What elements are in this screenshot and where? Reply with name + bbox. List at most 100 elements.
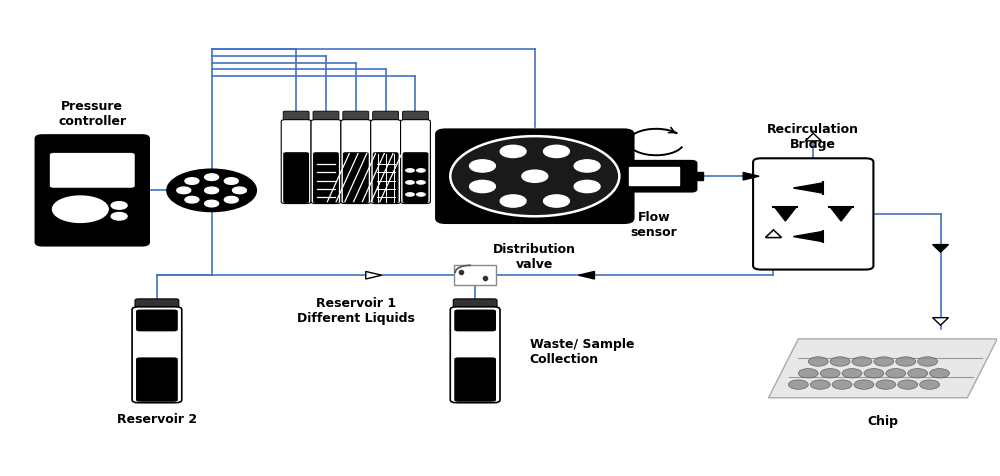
Circle shape <box>500 146 526 158</box>
FancyBboxPatch shape <box>403 112 428 123</box>
FancyBboxPatch shape <box>341 120 371 204</box>
Circle shape <box>111 202 127 210</box>
Polygon shape <box>830 208 852 221</box>
Polygon shape <box>743 173 759 180</box>
FancyBboxPatch shape <box>403 153 428 204</box>
Circle shape <box>864 369 884 378</box>
Circle shape <box>788 380 808 389</box>
Text: Pressure
controller: Pressure controller <box>58 99 126 128</box>
FancyBboxPatch shape <box>753 159 873 270</box>
Polygon shape <box>933 318 948 326</box>
Circle shape <box>224 197 238 204</box>
Circle shape <box>544 146 569 158</box>
Circle shape <box>854 380 874 389</box>
Circle shape <box>852 357 872 367</box>
FancyBboxPatch shape <box>283 112 309 123</box>
Circle shape <box>177 188 191 194</box>
Circle shape <box>908 369 928 378</box>
Circle shape <box>205 188 219 194</box>
Bar <box>602 173 620 180</box>
Polygon shape <box>769 339 997 398</box>
Circle shape <box>898 380 918 389</box>
Circle shape <box>842 369 862 378</box>
Circle shape <box>874 357 894 367</box>
Circle shape <box>405 181 415 186</box>
FancyBboxPatch shape <box>371 120 401 204</box>
Circle shape <box>830 357 850 367</box>
Text: Distribution
valve: Distribution valve <box>493 243 576 271</box>
Circle shape <box>920 380 940 389</box>
FancyBboxPatch shape <box>281 120 311 204</box>
Circle shape <box>111 213 127 220</box>
Circle shape <box>876 380 896 389</box>
Circle shape <box>470 160 495 173</box>
Circle shape <box>500 196 526 208</box>
Text: Reservoir 2: Reservoir 2 <box>117 412 197 425</box>
Bar <box>629 168 679 186</box>
FancyBboxPatch shape <box>454 310 496 332</box>
Circle shape <box>470 181 495 193</box>
Circle shape <box>798 369 818 378</box>
Polygon shape <box>766 230 781 238</box>
Circle shape <box>918 357 938 367</box>
FancyBboxPatch shape <box>453 299 497 311</box>
FancyBboxPatch shape <box>283 153 309 204</box>
Circle shape <box>574 181 600 193</box>
FancyBboxPatch shape <box>313 112 339 123</box>
Circle shape <box>574 160 600 173</box>
FancyBboxPatch shape <box>136 357 178 402</box>
FancyBboxPatch shape <box>343 153 369 204</box>
Circle shape <box>450 137 619 217</box>
Circle shape <box>185 178 199 185</box>
Circle shape <box>185 197 199 204</box>
Text: Reservoir 1
Different Liquids: Reservoir 1 Different Liquids <box>297 297 415 325</box>
FancyBboxPatch shape <box>373 153 399 204</box>
FancyBboxPatch shape <box>401 120 430 204</box>
Polygon shape <box>793 183 823 194</box>
Bar <box>688 173 703 180</box>
FancyBboxPatch shape <box>136 310 178 332</box>
FancyBboxPatch shape <box>135 299 179 311</box>
FancyBboxPatch shape <box>454 357 496 402</box>
Circle shape <box>930 369 949 378</box>
FancyBboxPatch shape <box>343 112 369 123</box>
FancyBboxPatch shape <box>373 112 399 123</box>
Text: Recirculation
Bridge: Recirculation Bridge <box>767 123 859 151</box>
Circle shape <box>405 169 415 173</box>
Polygon shape <box>766 230 781 238</box>
Circle shape <box>886 369 906 378</box>
Circle shape <box>832 380 852 389</box>
FancyBboxPatch shape <box>311 120 341 204</box>
Circle shape <box>810 380 830 389</box>
Circle shape <box>224 178 238 185</box>
FancyBboxPatch shape <box>313 153 339 204</box>
FancyBboxPatch shape <box>450 307 500 403</box>
Circle shape <box>896 357 916 367</box>
Circle shape <box>416 193 426 198</box>
Circle shape <box>416 169 426 173</box>
Circle shape <box>167 170 256 212</box>
Circle shape <box>808 357 828 367</box>
Polygon shape <box>933 245 948 253</box>
Polygon shape <box>366 272 382 279</box>
Text: Chip: Chip <box>867 415 898 427</box>
Polygon shape <box>579 272 594 279</box>
Circle shape <box>522 171 548 183</box>
FancyBboxPatch shape <box>51 154 134 188</box>
FancyBboxPatch shape <box>436 130 634 224</box>
Circle shape <box>544 196 569 208</box>
Polygon shape <box>805 134 821 141</box>
Circle shape <box>52 197 108 223</box>
Circle shape <box>205 201 219 208</box>
Circle shape <box>820 369 840 378</box>
Polygon shape <box>793 232 823 242</box>
Circle shape <box>405 193 415 198</box>
FancyBboxPatch shape <box>36 136 149 246</box>
Text: Flow
sensor: Flow sensor <box>631 211 678 239</box>
FancyBboxPatch shape <box>132 307 182 403</box>
Circle shape <box>416 181 426 186</box>
Circle shape <box>205 175 219 181</box>
Polygon shape <box>774 208 796 221</box>
Circle shape <box>232 188 246 194</box>
Bar <box>454 266 496 286</box>
